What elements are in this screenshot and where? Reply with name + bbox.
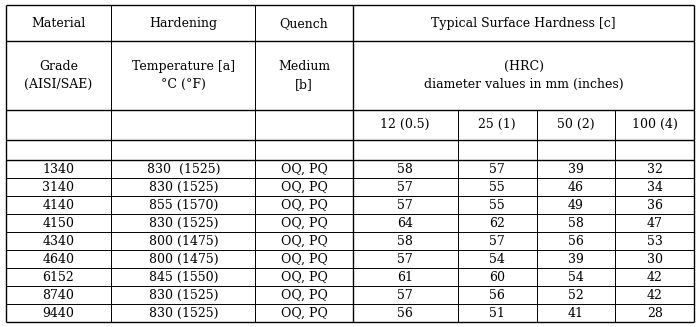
Text: 845 (1550): 845 (1550) — [148, 271, 218, 284]
Text: 4140: 4140 — [43, 199, 74, 212]
Text: OQ, PQ: OQ, PQ — [281, 289, 328, 301]
Text: 4150: 4150 — [43, 217, 74, 230]
Text: OQ, PQ: OQ, PQ — [281, 271, 328, 284]
Text: 58: 58 — [397, 163, 413, 176]
Text: 47: 47 — [647, 217, 663, 230]
Text: 50 (2): 50 (2) — [557, 118, 595, 131]
Text: 39: 39 — [568, 163, 584, 176]
Text: 830  (1525): 830 (1525) — [146, 163, 220, 176]
Text: 56: 56 — [489, 289, 505, 301]
Text: 800 (1475): 800 (1475) — [148, 235, 218, 248]
Text: Grade
(AISI/SAE): Grade (AISI/SAE) — [25, 60, 92, 91]
Text: 1340: 1340 — [43, 163, 74, 176]
Text: OQ, PQ: OQ, PQ — [281, 163, 328, 176]
Text: 55: 55 — [489, 199, 505, 212]
Text: 57: 57 — [398, 253, 413, 266]
Text: OQ, PQ: OQ, PQ — [281, 253, 328, 266]
Text: 830 (1525): 830 (1525) — [148, 217, 218, 230]
Text: 800 (1475): 800 (1475) — [148, 253, 218, 266]
Text: 8740: 8740 — [43, 289, 74, 301]
Text: 34: 34 — [647, 181, 663, 194]
Text: 57: 57 — [398, 289, 413, 301]
Text: 56: 56 — [397, 307, 413, 319]
Text: 57: 57 — [489, 235, 505, 248]
Text: 100 (4): 100 (4) — [632, 118, 678, 131]
Text: 39: 39 — [568, 253, 584, 266]
Text: 51: 51 — [489, 307, 505, 319]
Text: 28: 28 — [647, 307, 663, 319]
Text: 57: 57 — [398, 199, 413, 212]
Text: OQ, PQ: OQ, PQ — [281, 217, 328, 230]
Text: Temperature [a]
°C (°F): Temperature [a] °C (°F) — [132, 60, 235, 91]
Text: 4340: 4340 — [43, 235, 74, 248]
Text: 60: 60 — [489, 271, 505, 284]
Text: 830 (1525): 830 (1525) — [148, 289, 218, 301]
Text: OQ, PQ: OQ, PQ — [281, 199, 328, 212]
Text: 855 (1570): 855 (1570) — [148, 199, 218, 212]
Text: Hardening: Hardening — [149, 17, 218, 30]
Text: 58: 58 — [568, 217, 584, 230]
Text: OQ, PQ: OQ, PQ — [281, 235, 328, 248]
Text: OQ, PQ: OQ, PQ — [281, 181, 328, 194]
Text: 57: 57 — [489, 163, 505, 176]
Text: 42: 42 — [647, 289, 663, 301]
Text: Typical Surface Hardness [c]: Typical Surface Hardness [c] — [431, 17, 616, 30]
Text: 830 (1525): 830 (1525) — [148, 307, 218, 319]
Text: (HRC)
diameter values in mm (inches): (HRC) diameter values in mm (inches) — [424, 60, 624, 91]
Text: 52: 52 — [568, 289, 584, 301]
Text: 54: 54 — [568, 271, 584, 284]
Text: Medium
[b]: Medium [b] — [278, 60, 330, 91]
Text: 61: 61 — [397, 271, 413, 284]
Text: 49: 49 — [568, 199, 584, 212]
Text: 32: 32 — [647, 163, 663, 176]
Text: 12 (0.5): 12 (0.5) — [380, 118, 430, 131]
Text: OQ, PQ: OQ, PQ — [281, 307, 328, 319]
Text: 46: 46 — [568, 181, 584, 194]
Text: 62: 62 — [489, 217, 505, 230]
Text: 3140: 3140 — [43, 181, 74, 194]
Text: 56: 56 — [568, 235, 584, 248]
Text: Quench: Quench — [280, 17, 328, 30]
Text: 57: 57 — [398, 181, 413, 194]
Text: 55: 55 — [489, 181, 505, 194]
Text: 830 (1525): 830 (1525) — [148, 181, 218, 194]
Text: 54: 54 — [489, 253, 505, 266]
Text: 42: 42 — [647, 271, 663, 284]
Text: Material: Material — [32, 17, 85, 30]
Text: 25 (1): 25 (1) — [478, 118, 516, 131]
Text: 58: 58 — [397, 235, 413, 248]
Text: 4640: 4640 — [43, 253, 74, 266]
Text: 53: 53 — [647, 235, 663, 248]
Text: 36: 36 — [647, 199, 663, 212]
Text: 41: 41 — [568, 307, 584, 319]
Text: 30: 30 — [647, 253, 663, 266]
Text: 64: 64 — [397, 217, 413, 230]
Text: 9440: 9440 — [43, 307, 74, 319]
Text: 6152: 6152 — [43, 271, 74, 284]
